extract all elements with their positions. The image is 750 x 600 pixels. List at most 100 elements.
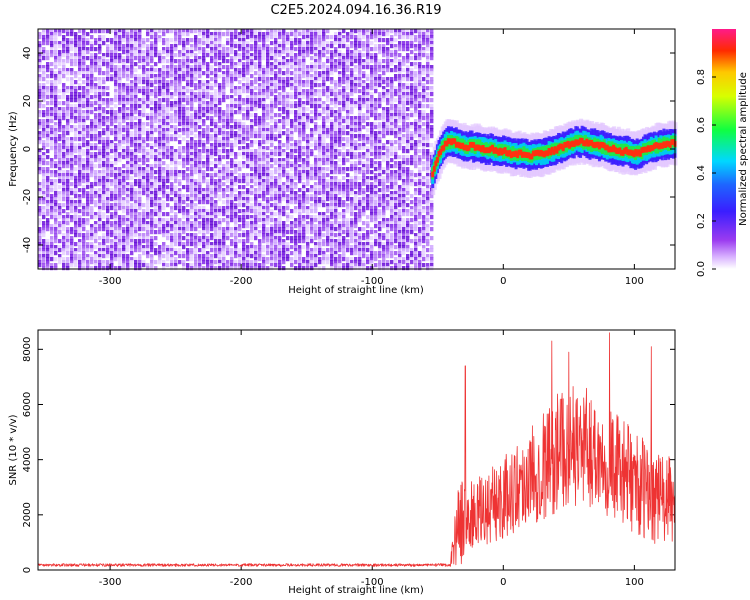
spectrogram-noise-cell [66, 188, 70, 193]
spectrogram-noise-cell [50, 41, 54, 46]
spectrogram-noise-cell [138, 74, 142, 79]
spectrogram-noise-cell [358, 119, 362, 124]
spectrogram-noise-cell [390, 164, 394, 169]
spectrogram-noise-cell [322, 86, 326, 91]
spectrogram-noise-cell [302, 56, 306, 61]
spectrogram-noise-cell [190, 95, 194, 100]
spectrogram-noise-cell [282, 173, 286, 178]
spectrogram-noise-cell [50, 209, 54, 214]
spectrogram-noise-cell [430, 92, 434, 97]
spectrogram-noise-cell [358, 206, 362, 211]
spectrogram-noise-cell [390, 83, 394, 88]
spectrogram-noise-cell [50, 158, 54, 163]
spectrogram-noise-cell [114, 209, 118, 214]
spectrogram-noise-cell [366, 185, 370, 190]
spectrogram-noise-cell [122, 71, 126, 76]
spectrogram-noise-cell [398, 116, 402, 121]
spectrogram-noise-cell [350, 119, 354, 124]
spectrogram-noise-cell [130, 98, 134, 103]
spectrogram-noise-cell [134, 29, 138, 34]
spectrogram-noise-cell [174, 137, 178, 142]
spectrogram-noise-cell [86, 161, 90, 166]
spectrogram-noise-cell [350, 143, 354, 148]
spectrogram-noise-cell [318, 164, 322, 169]
spectrogram-noise-cell [114, 146, 118, 151]
spectrogram-noise-cell [346, 62, 350, 67]
spectrogram-noise-cell [106, 149, 110, 154]
spectrogram-noise-cell [426, 206, 430, 211]
spectrogram-noise-cell [178, 182, 182, 187]
spectrogram-noise-cell [98, 77, 102, 82]
spectrogram-noise-cell [234, 134, 238, 139]
spectrogram-noise-cell [346, 116, 350, 121]
spectrogram-noise-cell [362, 62, 366, 67]
spectrogram-noise-cell [74, 98, 78, 103]
spectrogram-noise-cell [370, 53, 374, 58]
spectrogram-noise-cell [162, 50, 166, 55]
spectrogram-noise-cell [418, 53, 422, 58]
spectrogram-noise-cell [318, 62, 322, 67]
spectrogram-noise-cell [210, 128, 214, 133]
spectrogram-noise-cell [310, 38, 314, 43]
spectrogram-noise-cell [286, 188, 290, 193]
spectrogram-noise-cell [138, 206, 142, 211]
spectrogram-noise-cell [142, 173, 146, 178]
spectrogram-noise-cell [82, 110, 86, 115]
spectrogram-noise-cell [98, 182, 102, 187]
spectrogram-noise-cell [414, 173, 418, 178]
spectrogram-noise-cell [402, 86, 406, 91]
spectrogram-noise-cell [118, 98, 122, 103]
spectrogram-noise-cell [122, 191, 126, 196]
spectrogram-noise-cell [162, 47, 166, 52]
spectrogram-noise-cell [238, 164, 242, 169]
spectrogram-noise-cell [326, 29, 330, 34]
spectrogram-noise-cell [398, 164, 402, 169]
spectrogram-noise-cell [294, 128, 298, 133]
spectrogram-noise-cell [378, 74, 382, 79]
spectrogram-noise-cell [54, 65, 58, 70]
spectrogram-noise-cell [314, 50, 318, 55]
spectrogram-noise-cell [354, 197, 358, 202]
spectrogram-noise-cell [414, 206, 418, 211]
spectrogram-noise-cell [358, 77, 362, 82]
spectrogram-noise-cell [162, 104, 166, 109]
spectrogram-noise-cell [242, 74, 246, 79]
spectrogram-noise-cell [178, 179, 182, 184]
spectrogram-noise-cell [214, 194, 218, 199]
spectrogram-noise-cell [290, 191, 294, 196]
spectrogram-noise-cell [306, 119, 310, 124]
spectrogram-noise-cell [226, 143, 230, 148]
spectrogram-noise-cell [334, 89, 338, 94]
spectrogram-noise-cell [430, 29, 434, 34]
spectrogram-noise-cell [394, 68, 398, 73]
spectrogram-noise-cell [406, 77, 410, 82]
spectrogram-noise-cell [234, 101, 238, 106]
spectrogram-noise-cell [390, 143, 394, 148]
spectrogram-noise-cell [170, 167, 174, 172]
spectrogram-noise-cell [406, 170, 410, 175]
spectrogram-noise-cell [54, 209, 58, 214]
spectrogram-noise-cell [342, 188, 346, 193]
spectrogram-noise-cell [178, 83, 182, 88]
spectrogram-noise-cell [418, 134, 422, 139]
spectrogram-noise-cell [246, 206, 250, 211]
spectrogram-noise-cell [254, 98, 258, 103]
spectrogram-noise-cell [174, 134, 178, 139]
spectrogram-noise-cell [346, 53, 350, 58]
spectrogram-noise-cell [194, 113, 198, 118]
spectrogram-noise-cell [342, 191, 346, 196]
spectrogram-noise-cell [402, 167, 406, 172]
spectrogram-noise-cell [290, 101, 294, 106]
spectrogram-noise-cell [282, 188, 286, 193]
spectrogram-noise-cell [274, 59, 278, 64]
spectrogram-noise-cell [162, 98, 166, 103]
spectrogram-noise-cell [182, 155, 186, 160]
spectrogram-noise-cell [306, 122, 310, 127]
spectrogram-noise-cell [294, 194, 298, 199]
spectrogram-noise-cell [130, 44, 134, 49]
spectrogram-noise-cell [182, 113, 186, 118]
spectrogram-noise-cell [378, 95, 382, 100]
spectrogram-noise-cell [418, 92, 422, 97]
spectrogram-noise-cell [74, 143, 78, 148]
spectrogram-noise-cell [222, 122, 226, 127]
